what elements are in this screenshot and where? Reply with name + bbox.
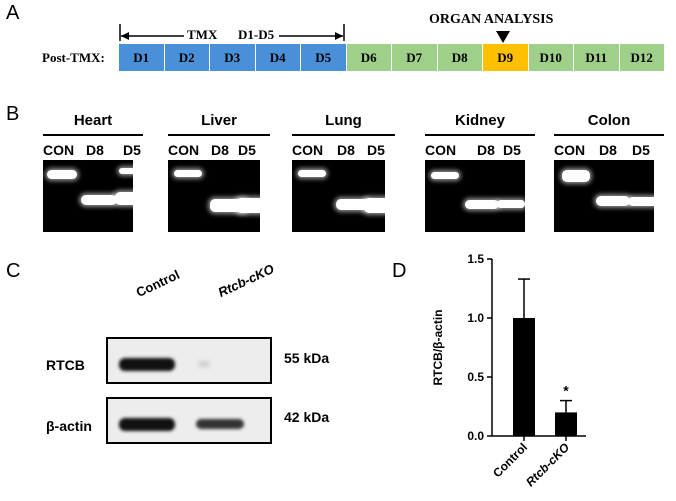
- gel-lane-label: D5: [503, 142, 521, 158]
- gel-title-underline: [168, 134, 270, 136]
- gel-lane-label: D8: [86, 142, 104, 158]
- gel-lane-label: D8: [599, 142, 617, 158]
- timeline-day-d6: D6: [346, 44, 392, 71]
- organ-analysis-arrow: [495, 30, 511, 49]
- gel-title-colon: Colon: [587, 112, 631, 129]
- gel-lane-label: CON: [554, 142, 586, 158]
- wb-size-label-actin: 42 kDa: [284, 409, 330, 425]
- tmx-range-label: D1-D5: [238, 27, 275, 42]
- gel-lane-label: CON: [168, 142, 200, 158]
- panel-label-c: C: [6, 260, 21, 282]
- timeline-day-d7: D7: [392, 44, 438, 71]
- gel-image-lung: [292, 160, 385, 232]
- gel-image-liver: [168, 160, 260, 232]
- gel-lane-label: CON: [425, 142, 457, 158]
- gel-lane-label: D8: [477, 142, 495, 158]
- timeline-day-d2: D2: [164, 44, 210, 71]
- gel-band: [336, 199, 370, 210]
- bar-1: [555, 412, 577, 436]
- timeline-day-d5: D5: [301, 44, 347, 71]
- wb-size-label-rtcb: 55 kDa: [284, 350, 330, 366]
- wb-lane-label-cko: Rtcb-cKO: [215, 261, 277, 300]
- gel-band: [174, 170, 202, 177]
- gel-band: [562, 170, 590, 182]
- y-tick-label: 1.0: [467, 311, 484, 325]
- timeline-day-d4: D4: [255, 44, 301, 71]
- timeline-day-d8: D8: [437, 44, 483, 71]
- tmx-bracket-arrows: [119, 24, 345, 41]
- wb-blot-rtcb: [106, 337, 272, 384]
- gel-lane-label: D5: [123, 142, 141, 158]
- gel-lane-label: D5: [632, 142, 650, 158]
- gel-title-liver: Liver: [201, 112, 237, 129]
- gel-band: [119, 168, 133, 174]
- wb-lane-label-control: Control: [133, 266, 182, 300]
- gel-lane-label: D8: [211, 142, 229, 158]
- gel-lane-label: CON: [43, 142, 75, 158]
- panel-label-b: B: [6, 103, 20, 125]
- gel-title-underline: [43, 134, 143, 136]
- gel-band: [115, 192, 133, 205]
- wb-protein-label-rtcb: RTCB: [46, 357, 85, 373]
- wb-protein-label-actin: β-actin: [46, 418, 92, 434]
- gel-title-kidney: Kidney: [454, 112, 505, 129]
- wb-band-rtcb-cko: [198, 361, 210, 367]
- gel-band: [596, 196, 630, 206]
- x-tick-label: Control: [490, 440, 530, 480]
- gel-image-colon: [554, 160, 654, 232]
- gel-title-underline: [292, 134, 395, 136]
- gel-lane-label: CON: [292, 142, 324, 158]
- post-tmx-label: Post-TMX:: [42, 50, 105, 65]
- y-tick-label: 1.5: [467, 252, 484, 266]
- panel-label-a: A: [6, 2, 20, 24]
- significance-asterisk: *: [563, 383, 569, 399]
- gel-band: [465, 200, 499, 209]
- x-tick-label: Rtcb-cKO: [523, 440, 572, 489]
- timeline-day-d3: D3: [210, 44, 256, 71]
- y-tick-label: 0.0: [467, 429, 484, 443]
- wb-band-actin-control: [119, 418, 175, 431]
- tmx-label: TMX: [187, 27, 218, 42]
- gel-lane-label: D5: [238, 142, 256, 158]
- gel-lane-label: D5: [367, 142, 385, 158]
- y-tick-label: 0.5: [467, 370, 484, 384]
- gel-title-underline: [554, 134, 664, 136]
- organ-analysis-label: ORGAN ANALYSIS: [429, 12, 554, 27]
- gel-band: [497, 200, 525, 208]
- y-axis-label: RTCB/β-actin: [431, 310, 445, 386]
- timeline-day-d11: D11: [574, 44, 620, 71]
- gel-band: [298, 170, 326, 177]
- gel-band: [47, 170, 77, 179]
- gel-band: [81, 195, 117, 205]
- timeline-day-d1: D1: [119, 44, 165, 71]
- wb-band-actin-cko: [196, 419, 244, 429]
- wb-blot-actin: [106, 397, 272, 444]
- gel-band: [628, 197, 654, 206]
- gel-title-underline: [425, 134, 535, 136]
- gel-title-lung: Lung: [325, 112, 362, 129]
- gel-band: [236, 198, 260, 213]
- gel-band: [431, 172, 459, 179]
- timeline-row: D1 D2 D3 D4 D5 D6 D7 D8 D9 D10 D11 D12: [119, 44, 665, 71]
- bar-0: [513, 318, 535, 436]
- tmx-bracket: [119, 22, 345, 42]
- gel-lane-label: D8: [337, 142, 355, 158]
- wb-band-rtcb-control: [119, 358, 175, 371]
- panel-label-d: D: [392, 260, 407, 282]
- gel-band: [364, 198, 385, 213]
- gel-image-kidney: [425, 160, 525, 232]
- timeline-day-d12: D12: [619, 44, 665, 71]
- gel-image-heart: [43, 160, 133, 232]
- timeline-day-d9: D9: [483, 44, 529, 71]
- timeline-day-d10: D10: [528, 44, 574, 71]
- gel-title-heart: Heart: [73, 112, 113, 129]
